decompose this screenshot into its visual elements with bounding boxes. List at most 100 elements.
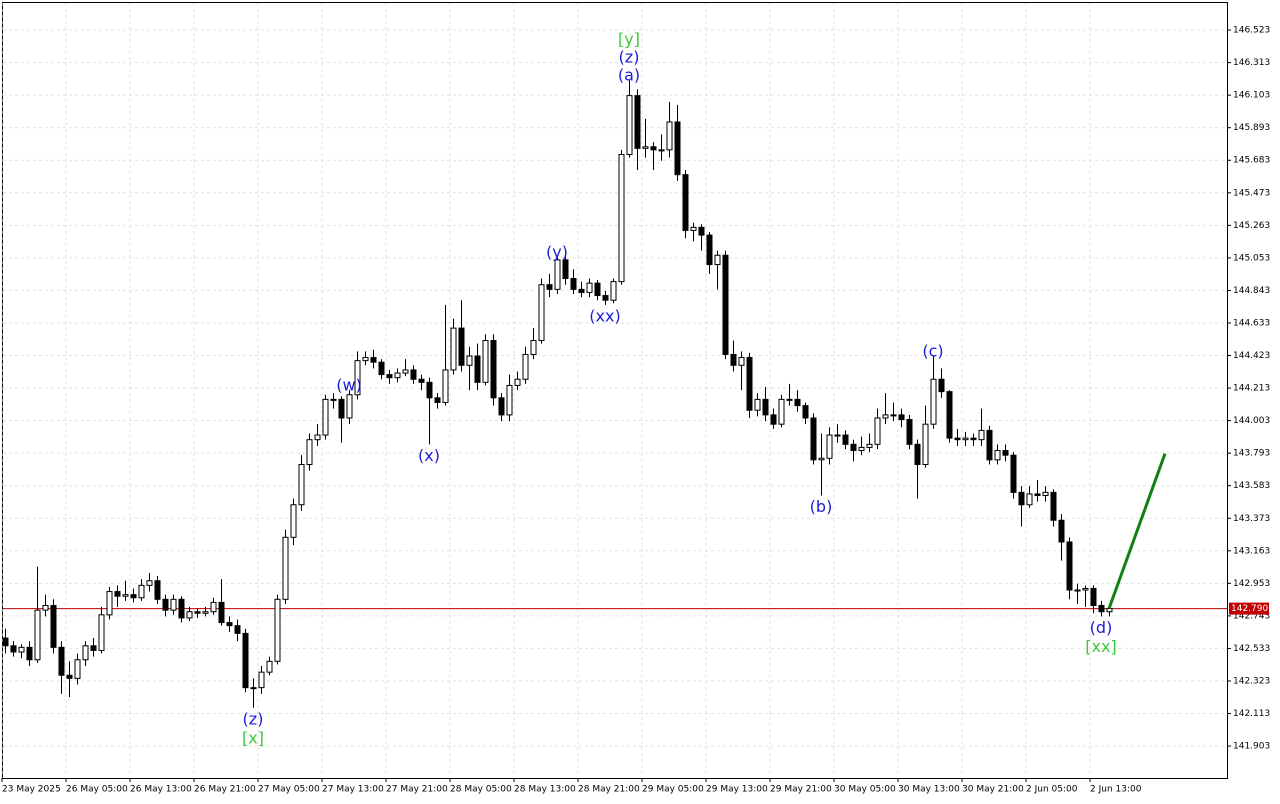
wave-label: (d)	[1090, 618, 1113, 637]
candle-body	[522, 353, 529, 380]
candle-body	[2, 637, 9, 647]
candle-body	[266, 660, 273, 673]
candle-body	[778, 398, 785, 425]
y-tick-label: 142.953	[1233, 579, 1270, 589]
candle-body	[666, 121, 673, 151]
candle-body	[906, 419, 913, 445]
y-tick-label: 144.633	[1233, 318, 1270, 328]
candle-body	[1034, 493, 1041, 496]
candle-body	[714, 254, 721, 266]
candle-body	[10, 645, 17, 653]
candle-body	[418, 378, 425, 383]
x-tick-label: 27 May 13:00	[322, 785, 384, 795]
candle-body	[290, 504, 297, 538]
candle-body	[874, 417, 881, 445]
candle-body	[490, 339, 497, 399]
candle-body	[138, 584, 145, 599]
candle-body	[762, 398, 769, 416]
candle-body	[578, 288, 585, 293]
wave-label: (y)	[546, 242, 568, 261]
candle-body	[346, 394, 353, 419]
candle-body	[202, 611, 209, 614]
plot-frame	[2, 2, 1228, 779]
y-tick-label: 145.263	[1233, 221, 1270, 231]
candle-body	[802, 405, 809, 419]
x-tick-label: 23 May 2025	[2, 785, 61, 795]
candle-body	[1002, 450, 1009, 456]
y-tick-label: 142.323	[1233, 676, 1270, 686]
wave-label: (z)	[619, 48, 640, 67]
candle-body	[314, 434, 321, 441]
candle-body	[1090, 587, 1097, 607]
candle-body	[26, 646, 33, 661]
candle-body	[562, 259, 569, 279]
candle-body	[90, 645, 97, 651]
candle-body	[1042, 491, 1049, 496]
candle-body	[786, 398, 793, 401]
candle-body	[810, 417, 817, 461]
x-tick-label: 28 May 21:00	[578, 785, 640, 795]
candle-body	[130, 594, 137, 599]
candle-body	[34, 609, 41, 661]
candle-body	[898, 414, 905, 421]
candle-body	[978, 429, 985, 441]
y-tick-label: 144.843	[1233, 286, 1270, 296]
candle-body	[770, 414, 777, 425]
candle-body	[754, 398, 761, 411]
candle-body	[922, 423, 929, 465]
wave-label: (x)	[418, 446, 440, 465]
candle-body	[722, 254, 729, 355]
candle-body	[1010, 454, 1017, 493]
candle-body	[698, 226, 705, 236]
x-tick-label: 2 Jun 13:00	[1090, 785, 1142, 795]
candle-body	[410, 369, 417, 380]
y-tick-label: 146.313	[1233, 58, 1270, 68]
x-tick-label: 26 May 13:00	[130, 785, 192, 795]
y-tick-label: 146.103	[1233, 91, 1270, 101]
candle-body	[794, 398, 801, 407]
candle-body	[386, 374, 393, 379]
x-tick-label: 28 May 13:00	[514, 785, 576, 795]
candle-body	[218, 601, 225, 624]
candle-body	[154, 580, 161, 600]
candle-body	[1050, 491, 1057, 521]
candle-body	[986, 429, 993, 461]
candle-body	[482, 339, 489, 383]
wave-label: (c)	[922, 341, 943, 360]
candle-body	[106, 591, 113, 616]
candle-body	[322, 398, 329, 436]
candle-body	[298, 463, 305, 506]
wave-label: [y]	[618, 30, 640, 49]
candle-body	[642, 146, 649, 149]
candle-body	[674, 121, 681, 176]
wave-label: [x]	[242, 728, 264, 747]
candle-body	[546, 284, 553, 290]
candle-body	[866, 443, 873, 448]
candle-body	[930, 378, 937, 425]
candle-body	[250, 687, 257, 690]
candle-body	[338, 398, 345, 419]
candle-body	[690, 226, 697, 231]
candle-body	[458, 327, 465, 366]
candle-body	[858, 446, 865, 452]
x-tick-label: 27 May 21:00	[386, 785, 448, 795]
x-tick-label: 30 May 05:00	[834, 785, 896, 795]
y-tick-label: 142.113	[1233, 709, 1270, 719]
candle-body	[210, 601, 217, 613]
candle-body	[234, 625, 241, 634]
x-tick-label: 30 May 13:00	[898, 785, 960, 795]
candle-body	[282, 536, 289, 600]
candle-body	[330, 398, 337, 401]
candle-body	[18, 646, 25, 653]
candle-body	[226, 622, 233, 627]
candle-body	[370, 357, 377, 363]
candle-body	[362, 357, 369, 362]
candle-body	[746, 357, 753, 411]
candle-body	[730, 353, 737, 366]
candle-body	[1082, 587, 1089, 591]
y-tick-label: 144.003	[1233, 416, 1270, 426]
y-tick-label: 145.053	[1233, 253, 1270, 263]
candle-body	[610, 281, 617, 301]
y-tick-label: 142.743	[1233, 611, 1270, 621]
